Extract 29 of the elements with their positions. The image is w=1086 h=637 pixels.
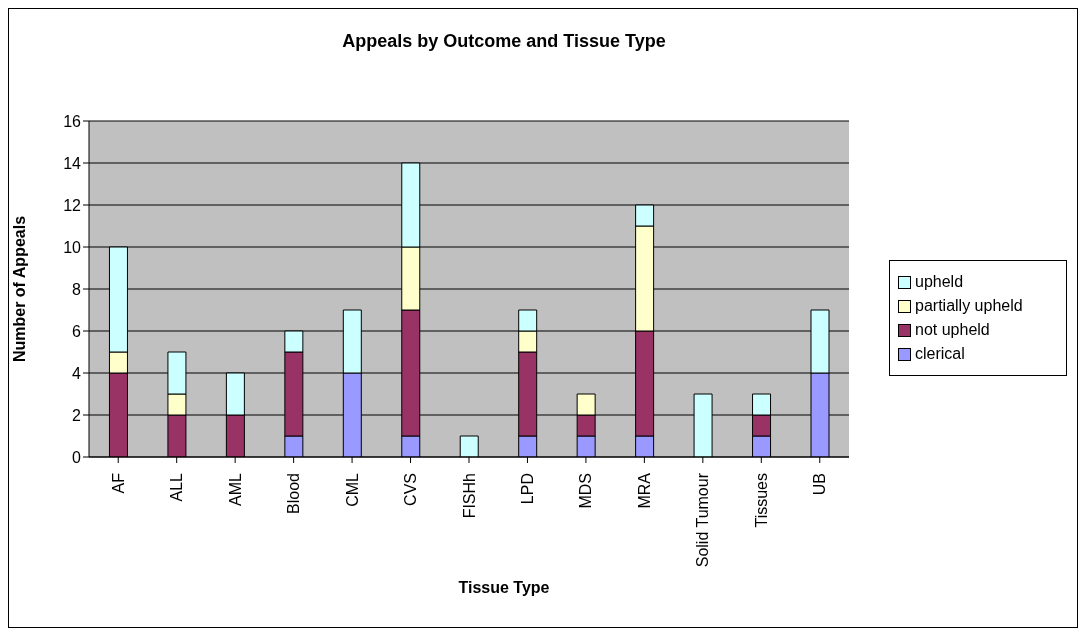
legend-label: clerical: [915, 345, 965, 363]
x-tick-label: Blood: [285, 473, 303, 514]
chart-title: Appeals by Outcome and Tissue Type: [341, 31, 667, 52]
x-tick-label: CML: [343, 472, 361, 507]
y-tick-label: 0: [72, 448, 82, 466]
x-tick-label: FISHh: [460, 473, 478, 519]
x-tick-label: LPD: [518, 473, 536, 505]
x-tick-label: MDS: [577, 473, 595, 509]
y-tick-label: 10: [63, 238, 82, 256]
y-tick-label: 2: [72, 406, 82, 424]
x-tick-label: Tissues: [752, 473, 770, 528]
x-axis-title: Tissue Type: [457, 579, 551, 597]
x-tick-label: AF: [109, 472, 127, 494]
x-tick-label: MRA: [635, 472, 653, 509]
y-tick-label: 16: [63, 112, 82, 130]
x-tick-label: AML: [226, 472, 244, 506]
y-tick-label: 14: [63, 154, 82, 172]
y-tick-label: 8: [72, 280, 82, 298]
x-tick-label: CVS: [402, 473, 420, 506]
y-tick-label: 12: [63, 196, 82, 214]
x-tick-label: ALL: [168, 472, 186, 502]
x-tick-label: Solid Tumour: [694, 472, 712, 568]
y-tick-label: 6: [72, 322, 82, 340]
y-tick-label: 4: [72, 364, 82, 382]
legend-label: not upheld: [915, 321, 990, 339]
legend-label: partially upheld: [915, 297, 1023, 315]
legend-label: upheld: [915, 273, 964, 291]
x-tick-label: UB: [811, 473, 829, 496]
y-axis-title: Number of Appeals: [10, 215, 28, 363]
